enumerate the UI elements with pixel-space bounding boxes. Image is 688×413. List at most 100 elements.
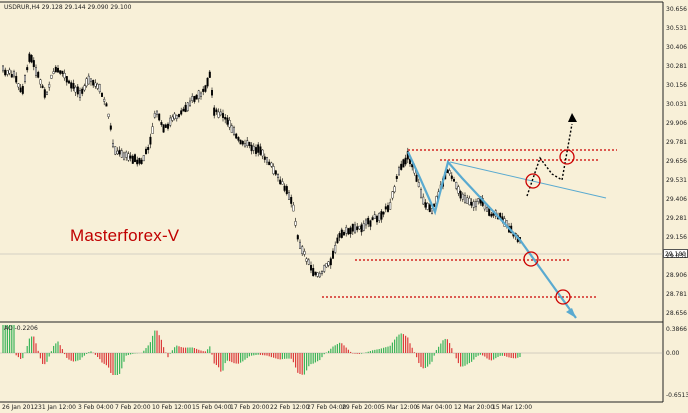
ao-bar: [191, 347, 193, 353]
candle-body: [241, 141, 244, 145]
ao-bar: [57, 341, 59, 353]
candle-body: [221, 113, 224, 118]
ao-bar: [374, 349, 376, 353]
ao-bar: [86, 353, 88, 354]
candle-body: [259, 146, 262, 155]
candle-body: [314, 271, 317, 275]
ao-bar: [464, 353, 466, 366]
ao-bar: [457, 353, 459, 364]
ao-bar: [167, 353, 169, 358]
ao-bar: [26, 346, 28, 353]
ao-bar: [418, 353, 420, 364]
candle-body: [360, 224, 363, 233]
candle-body: [307, 259, 310, 265]
ao-bar: [391, 342, 393, 353]
ao-bar: [33, 336, 35, 353]
ao-bar: [112, 353, 114, 375]
candle-body: [92, 80, 95, 86]
ao-bar: [101, 353, 103, 363]
ao-bar: [295, 353, 297, 368]
price-tick-label: 29.281: [666, 215, 687, 222]
candle-body: [426, 203, 429, 210]
ao-bar: [433, 353, 435, 356]
candle-body: [266, 157, 269, 163]
ao-bar: [182, 347, 184, 353]
candle-body: [490, 213, 493, 217]
ao-bar: [94, 353, 96, 355]
candle-body: [312, 268, 315, 277]
candle-body: [232, 127, 235, 135]
ao-bar: [176, 345, 178, 353]
candle-body: [120, 150, 123, 158]
candle-body: [10, 74, 13, 78]
ao-bar: [488, 353, 490, 360]
candle-body: [347, 228, 350, 235]
candle-body: [182, 108, 185, 112]
candle-body: [239, 139, 242, 145]
ao-histogram: [2, 325, 521, 375]
ao-bar: [334, 345, 336, 353]
ao-bar: [187, 347, 189, 353]
ao-bar: [405, 335, 407, 353]
price-tick-label: 29.531: [666, 177, 687, 184]
ao-bar: [28, 338, 30, 353]
candle-body: [138, 157, 141, 164]
candle-body: [378, 213, 381, 221]
ao-bar: [130, 353, 132, 355]
time-tick-label: 27 Feb 04:00: [307, 404, 347, 411]
ao-bar: [253, 353, 255, 356]
ao-bar: [53, 345, 55, 353]
ao-bar: [365, 352, 367, 353]
ao-bar: [482, 353, 484, 356]
ao-bar: [378, 349, 380, 353]
time-tick-label: 17 Feb 20:00: [230, 404, 270, 411]
ao-bar: [361, 353, 363, 354]
candle-body: [50, 74, 53, 79]
candle-body: [420, 189, 423, 198]
candle-body: [191, 96, 194, 101]
candle-body: [48, 84, 51, 88]
target-circle-3: [523, 251, 539, 267]
ao-bar: [257, 353, 259, 355]
ao-bar: [204, 351, 206, 353]
ao-bar: [90, 351, 92, 353]
target-circle-4: [555, 289, 571, 305]
candle-body: [371, 217, 374, 221]
candle-body: [345, 227, 348, 234]
candle-body: [303, 251, 306, 255]
candle-body: [488, 208, 491, 216]
candle-body: [246, 140, 249, 146]
target-circle-2: [559, 149, 575, 165]
price-tick-label: 30.656: [666, 6, 687, 13]
candle-body: [274, 170, 277, 175]
candle-body: [129, 155, 132, 159]
price-tick-label: 29.406: [666, 196, 687, 203]
candle-body: [175, 115, 178, 119]
trend-line: [449, 161, 607, 199]
ao-bar: [46, 353, 48, 362]
ao-bar: [409, 343, 411, 353]
candle-body: [131, 155, 134, 164]
ao-bar: [519, 353, 521, 358]
ao-bar: [517, 353, 519, 358]
ao-bar: [490, 353, 492, 361]
projection-path: [526, 123, 573, 197]
candle-body: [70, 82, 73, 89]
ao-bar: [495, 353, 497, 359]
ao-bar: [499, 353, 501, 356]
price-tick-label: 29.031: [666, 253, 687, 260]
candle-body: [184, 104, 187, 113]
ao-bar: [42, 353, 44, 364]
candle-body: [354, 224, 357, 233]
candle-body: [424, 202, 427, 208]
ao-bar: [99, 353, 101, 360]
candle-body: [398, 167, 401, 176]
ao-bar: [301, 353, 303, 375]
time-tick-label: 5 Mar 12:00: [381, 404, 418, 411]
candle-body: [37, 71, 40, 78]
candle-body: [468, 197, 471, 206]
candle-body: [464, 195, 467, 203]
candle-body: [89, 78, 92, 83]
ao-bar: [240, 353, 242, 363]
